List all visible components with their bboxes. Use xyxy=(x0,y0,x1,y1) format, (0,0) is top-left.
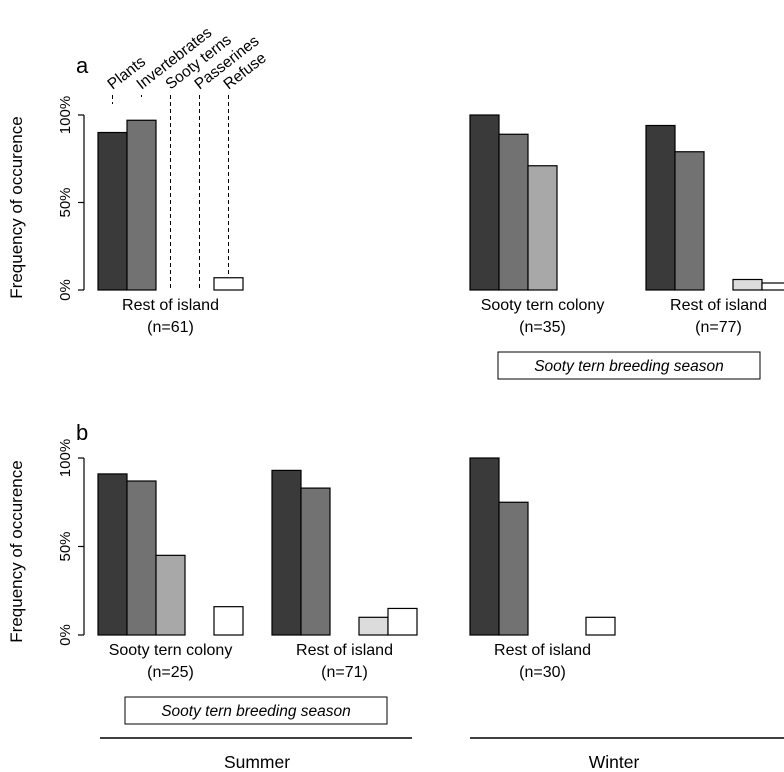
bar-sooty-terns xyxy=(527,165,558,291)
y-axis-title: Frequency of occurence xyxy=(7,116,26,298)
bar-passerines xyxy=(358,616,389,636)
panel-label-b: b xyxy=(76,420,88,445)
y-tick-label: 50% xyxy=(57,531,74,561)
bar-plants xyxy=(271,469,302,636)
bar-invertebrates xyxy=(498,501,529,636)
group-label: Rest of island xyxy=(494,642,591,659)
panel-a: a 0% 50% 100% Frequency of occurence Rest of … xyxy=(7,53,784,380)
bar-plants xyxy=(97,473,128,636)
panel-label-a: a xyxy=(76,53,89,78)
bar-passerines xyxy=(732,278,763,291)
y-axis-title: Frequency of occurence xyxy=(7,460,26,642)
group-label: Rest of island xyxy=(122,297,219,314)
y-tick-label: 0% xyxy=(57,279,74,301)
group-n-label: (n=61) xyxy=(147,319,194,336)
season-box xyxy=(497,351,761,380)
bar-refuse xyxy=(585,616,616,636)
group-n-label: (n=35) xyxy=(519,319,566,336)
group-n-label: (n=25) xyxy=(147,664,194,681)
group-label: Sooty tern colony xyxy=(109,642,233,659)
group-n-label: (n=30) xyxy=(519,664,566,681)
group-label: Rest of island xyxy=(670,297,767,314)
season-box xyxy=(124,696,388,725)
bar-refuse xyxy=(213,277,244,291)
bar-plants xyxy=(469,114,500,291)
group-label: Sooty tern colony xyxy=(481,297,605,314)
bar-invertebrates xyxy=(126,119,157,291)
season-label-summer: Summer xyxy=(224,752,290,772)
bar-refuse xyxy=(387,607,418,636)
season-axis: Summer Winter xyxy=(100,737,784,772)
y-tick-label: 100% xyxy=(57,439,74,477)
bar-plants xyxy=(645,124,676,291)
bar-refuse xyxy=(761,282,784,291)
group-label: Rest of island xyxy=(296,642,393,659)
bar-refuse xyxy=(213,606,244,636)
bar-invertebrates xyxy=(300,487,331,636)
y-tick-label: 50% xyxy=(57,187,74,217)
panel-b: b 0% 50% 100% Frequency of occurence Sooty te… xyxy=(7,420,616,725)
y-tick-label: 100% xyxy=(57,96,74,134)
season-label-winter: Winter xyxy=(589,752,640,772)
bar-plants xyxy=(97,131,128,291)
y-tick-label: 0% xyxy=(57,624,74,646)
bar-invertebrates xyxy=(674,151,705,291)
season-box-label: Sooty tern breeding season xyxy=(161,703,351,720)
season-box-label: Sooty tern breeding season xyxy=(534,358,724,375)
group-n-label: (n=71) xyxy=(321,664,368,681)
bar-invertebrates xyxy=(126,480,157,636)
bar-invertebrates xyxy=(498,133,529,291)
bar-sooty-terns xyxy=(155,554,186,636)
bar-plants xyxy=(469,457,500,636)
group-n-label: (n=77) xyxy=(695,319,742,336)
